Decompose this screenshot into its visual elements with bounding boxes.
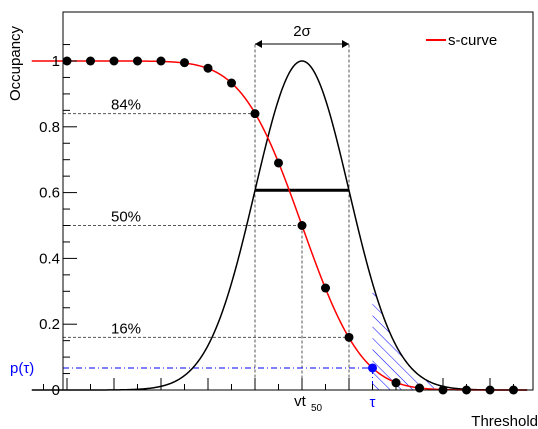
y-tick-label: 0.6 bbox=[39, 185, 60, 202]
tail-shaded-area bbox=[372, 283, 528, 390]
data-point bbox=[321, 283, 330, 293]
data-point bbox=[297, 221, 307, 230]
data-points bbox=[62, 56, 518, 395]
tau-label: τ bbox=[370, 394, 376, 411]
data-point bbox=[227, 78, 236, 88]
data-point bbox=[109, 56, 119, 66]
guide-lines bbox=[63, 44, 373, 390]
vt50-subscript: 50 bbox=[311, 403, 323, 414]
y-tick-label: 0 bbox=[52, 382, 60, 399]
y-axis-title: Occupancy bbox=[7, 25, 24, 101]
plot-frame bbox=[62, 11, 534, 391]
vt50-label: vt bbox=[294, 393, 307, 410]
tau-point bbox=[368, 363, 377, 373]
level-label: 84% bbox=[111, 97, 141, 114]
y-tick-labels: 0 0.2 0.4 0.6 0.8 1 bbox=[39, 53, 60, 399]
y-tick-label: 0.4 bbox=[39, 250, 60, 267]
data-point bbox=[180, 58, 189, 68]
y-tick-label: 0.8 bbox=[39, 119, 60, 136]
data-point bbox=[274, 158, 283, 168]
data-point bbox=[156, 56, 166, 66]
legend: s-curve bbox=[426, 32, 497, 49]
data-point bbox=[344, 332, 354, 342]
y-tick-label: 0.2 bbox=[39, 316, 60, 333]
level-label: 16% bbox=[111, 320, 141, 337]
x-axis-title: Threshold bbox=[471, 413, 538, 429]
annotations: 84% 50% 16% 2σ vt 50 τ p(τ) bbox=[10, 23, 376, 414]
data-point bbox=[203, 63, 213, 73]
two-sigma-label: 2σ bbox=[293, 23, 311, 40]
axis-ticks bbox=[43, 44, 514, 391]
y-tick-label: 1 bbox=[52, 53, 60, 70]
legend-label: s-curve bbox=[448, 32, 497, 49]
arrow-head-right bbox=[342, 40, 349, 48]
tail-hatch bbox=[372, 283, 528, 390]
data-point bbox=[250, 109, 260, 119]
arrow-head-left bbox=[255, 40, 262, 48]
data-point bbox=[133, 56, 142, 66]
p-tau-label: p(τ) bbox=[10, 360, 34, 377]
level-label: 50% bbox=[111, 209, 141, 226]
data-point bbox=[86, 56, 95, 66]
